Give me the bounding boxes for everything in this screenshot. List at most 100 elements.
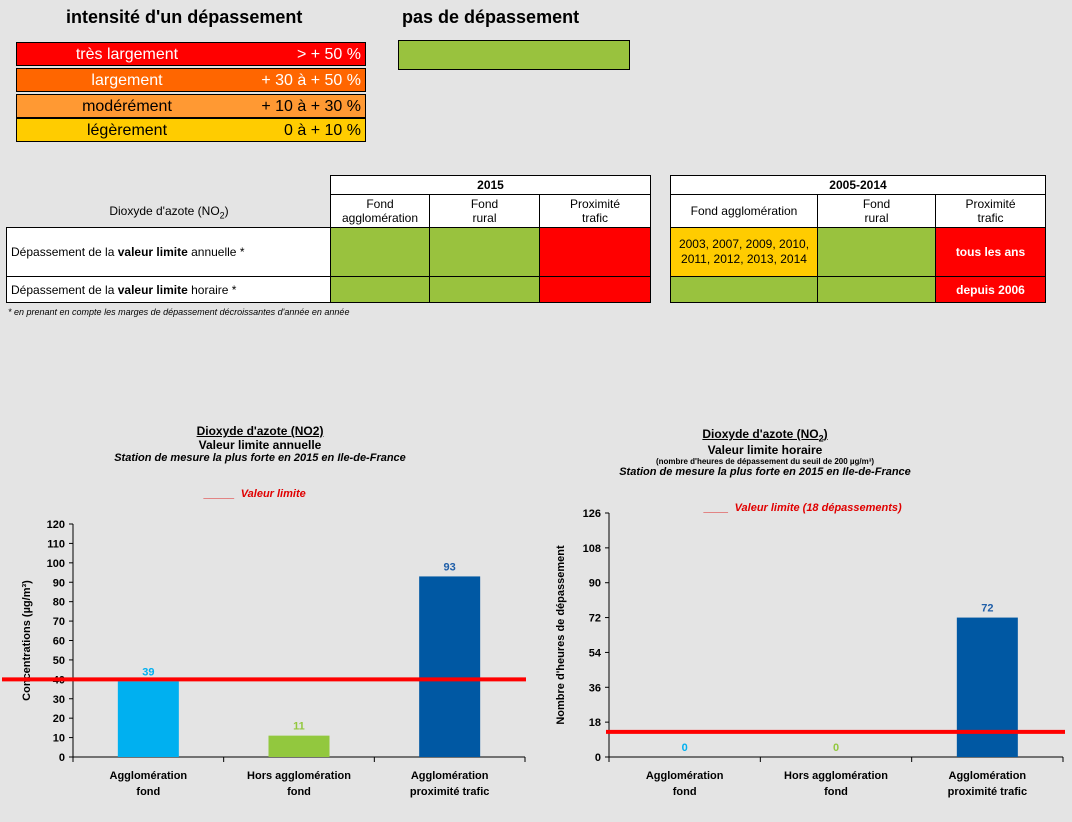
y-tick-label: 90 — [589, 578, 601, 590]
bar — [419, 576, 481, 757]
cell-text: depuis 2006 — [956, 282, 1025, 297]
header-2005-2014: 2005-2014 — [670, 175, 1046, 195]
col-hist-trafic: Proximité trafic — [935, 194, 1046, 228]
x-category-label: Agglomération — [110, 770, 188, 782]
col-hist-agglo: Fond agglomération — [670, 194, 818, 228]
y-tick-label: 100 — [47, 558, 65, 570]
x-category-label: fond — [824, 786, 848, 798]
x-category-label: fond — [136, 786, 160, 798]
y-tick-label: 18 — [589, 717, 601, 729]
y-tick-label: 20 — [53, 713, 65, 725]
row-annual-label: Dépassement de la valeur limite annuelle… — [6, 227, 331, 277]
row-annual-text: Dépassement de la valeur limite annuelle… — [11, 245, 245, 259]
y-tick-label: 0 — [59, 752, 65, 764]
col-label: Fond agglomération — [341, 197, 419, 225]
col-2015-agglo: Fond agglomération — [330, 194, 430, 228]
legend-level-very-high: très largement > + 50 % — [16, 42, 366, 66]
y-tick-label: 10 — [53, 733, 65, 745]
chart2-subtitle: Valeur limite horaire — [707, 443, 823, 458]
x-category-label: fond — [673, 786, 697, 798]
chart1-legend: _____ Valeur limite — [204, 488, 306, 500]
legend-level-label: très largement — [75, 46, 179, 63]
y-tick-label: 126 — [583, 508, 601, 520]
x-category-label: Agglomération — [646, 770, 724, 782]
y-tick-label: 108 — [583, 543, 601, 555]
chart2-legend-label: Valeur limite (18 dépassements) — [734, 502, 902, 514]
x-category-label: proximité trafic — [410, 786, 489, 798]
row-hourly-text: Dépassement de la valeur limite horaire … — [11, 283, 237, 297]
y-tick-label: 110 — [47, 538, 65, 550]
bar-value-label: 93 — [444, 561, 456, 573]
y-tick-label: 36 — [589, 682, 601, 694]
legend-level-label: modérément — [82, 98, 172, 115]
y-tick-label: 70 — [53, 616, 65, 628]
cell-text: tous les ans — [955, 245, 1026, 259]
legend-no-exceed-swatch — [398, 40, 630, 70]
chart2-subtitle-small: (nombre d'heures de dépassement du seuil… — [655, 457, 875, 467]
chart1-title-block: Dioxyde d'azote (NO2) Valeur limite annu… — [60, 424, 460, 464]
x-category-label: Hors agglomération — [784, 770, 888, 782]
table-footnote: * en prenant en compte les marges de dép… — [8, 307, 350, 317]
chart1-subtitle: Valeur limite annuelle — [198, 438, 322, 452]
row-header-suffix: ) — [224, 204, 229, 218]
cell-annual-hist-agglo: 2003, 2007, 2009, 2010, 2011, 2012, 2013… — [670, 227, 818, 277]
y-tick-label: 90 — [53, 577, 65, 589]
bar — [117, 681, 179, 757]
y-tick-label: 30 — [53, 694, 65, 706]
chart2-legend: ____ Valeur limite (18 dépassements) — [704, 502, 902, 514]
row-header-sub: 2 — [219, 210, 225, 221]
col-2015-rural: Fond rural — [429, 194, 540, 228]
bar-value-label: 39 — [142, 666, 154, 678]
table-row-header: Dioxyde d'azote (NO2) — [8, 196, 330, 226]
header-hist-label: 2005-2014 — [829, 178, 887, 192]
y-tick-label: 0 — [595, 752, 601, 764]
cell-hourly-2015-agglo — [330, 276, 430, 303]
chart2-legend-line: ____ — [704, 502, 732, 514]
cell-annual-hist-rural — [817, 227, 936, 277]
chart2-title: Dioxyde d'azote (NO2) — [702, 427, 828, 444]
row-hourly-label: Dépassement de la valeur limite horaire … — [6, 276, 331, 303]
legend-level-label: légèrement — [86, 122, 168, 139]
y-tick-label: 50 — [53, 655, 65, 667]
cell-annual-2015-trafic — [539, 227, 651, 277]
bar — [268, 735, 330, 757]
legend-level-range: + 10 à + 30 % — [261, 98, 361, 115]
bar-value-label: 11 — [293, 721, 305, 733]
y-tick-label: 60 — [53, 636, 65, 648]
cell-hourly-hist-agglo — [670, 276, 818, 303]
chart1-legend-label: Valeur limite — [240, 488, 306, 500]
row-header-text: Dioxyde d'azote (NO — [109, 204, 220, 218]
y-axis-label: Concentrations (µg/m³) — [21, 580, 33, 701]
chart2-plot: 0 18 36 54 72 90 108 126 Nombre d'heures de dépa… — [555, 508, 1065, 798]
no-exceed-legend-title: pas de dépassement — [402, 7, 580, 27]
legend-level-range: + 30 à + 50 % — [261, 72, 361, 89]
col-label: Fond rural — [470, 197, 499, 225]
bar-value-label: 0 — [833, 742, 839, 754]
legend-level-slight: légèrement 0 à + 10 % — [16, 118, 366, 142]
col-hist-rural: Fond rural — [817, 194, 936, 228]
y-tick-label: 80 — [53, 597, 65, 609]
chart2-title-block: Dioxyde d'azote (NO2) Valeur limite hora… — [560, 427, 970, 478]
chart1-plot: 0102030405060708090100110120Concentratio… — [2, 519, 526, 798]
chart1-title: Dioxyde d'azote (NO2) — [196, 424, 324, 438]
x-category-label: Hors agglomération — [247, 770, 351, 782]
y-tick-label: 72 — [589, 613, 601, 625]
cell-annual-2015-rural — [429, 227, 540, 277]
x-category-label: Agglomération — [949, 770, 1027, 782]
header-2015-label: 2015 — [477, 178, 504, 192]
cell-hourly-hist-rural — [817, 276, 936, 303]
x-category-label: proximité trafic — [948, 786, 1027, 798]
legend-level-label: largement — [91, 72, 163, 89]
col-label: Proximité trafic — [965, 197, 1016, 225]
cell-hourly-hist-trafic: depuis 2006 — [935, 276, 1046, 303]
y-tick-label: 120 — [47, 519, 65, 531]
header-2015: 2015 — [330, 175, 651, 195]
legend-level-moderate: modérément + 10 à + 30 % — [16, 94, 366, 118]
bar-value-label: 72 — [981, 603, 993, 615]
legend-level-high: largement + 30 à + 50 % — [16, 68, 366, 92]
chart2-subtitle2: Station de mesure la plus forte en 2015 … — [619, 466, 911, 479]
y-axis-label: Nombre d'heures de dépassement — [555, 545, 567, 725]
y-tick-label: 54 — [589, 647, 602, 659]
legend-level-range: 0 à + 10 % — [284, 122, 361, 139]
bar — [956, 617, 1018, 757]
